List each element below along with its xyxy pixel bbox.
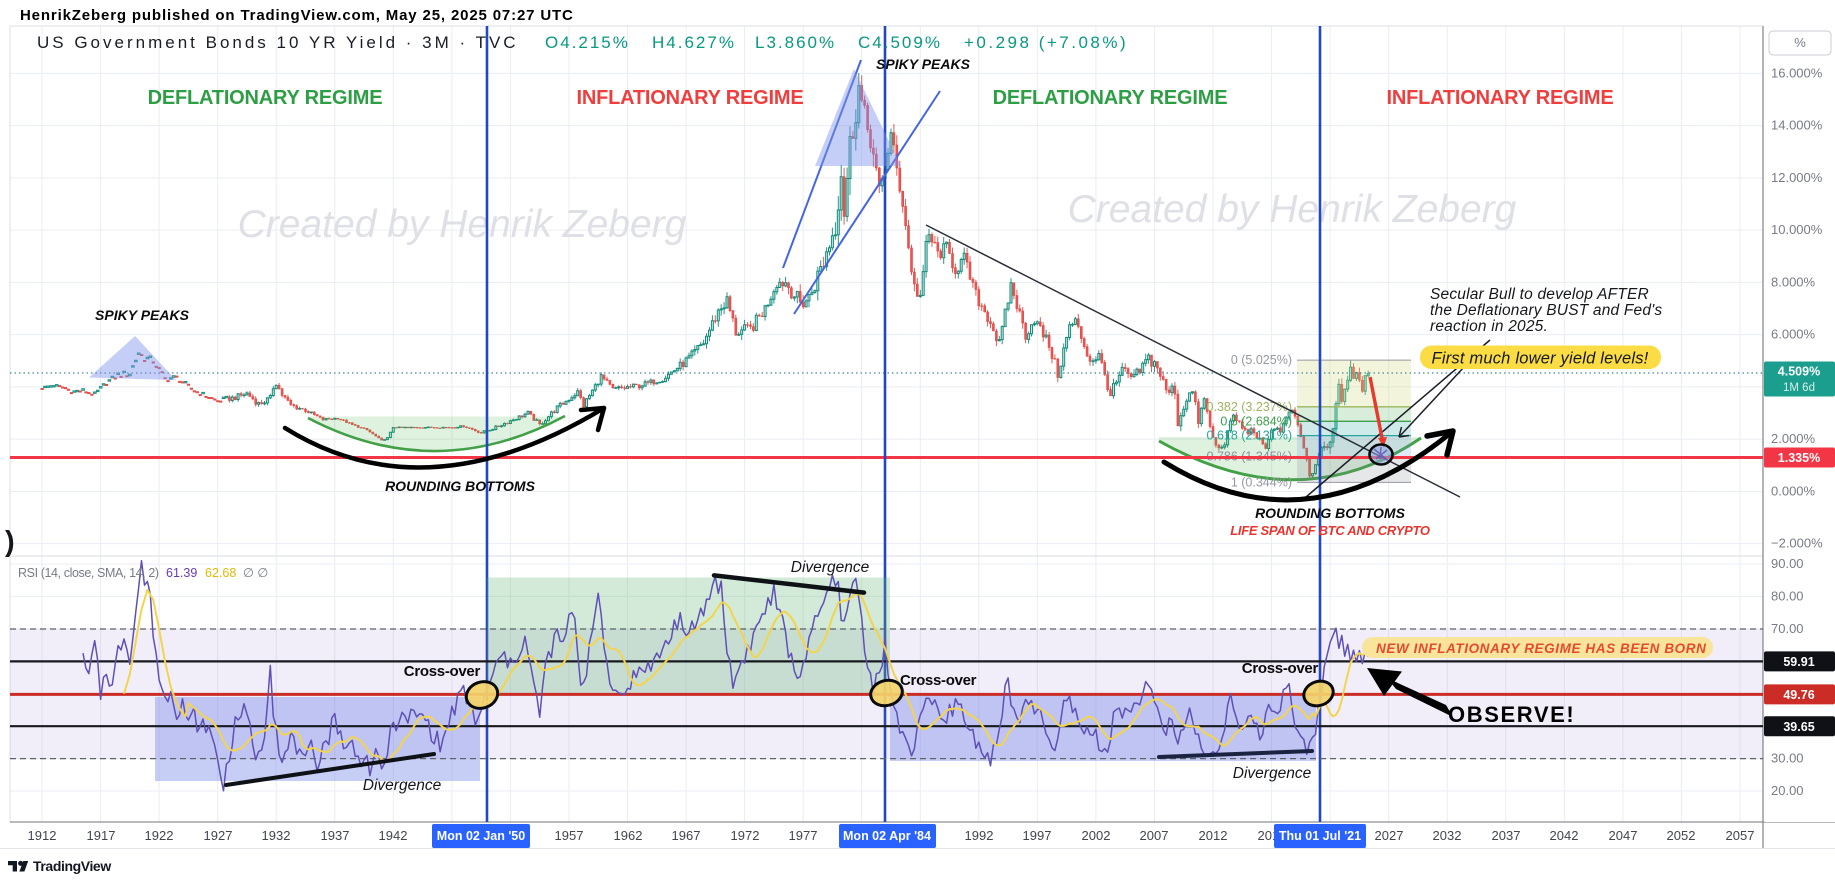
svg-text:C4.509%: C4.509% bbox=[858, 33, 942, 52]
svg-text:ROUNDING BOTTOMS: ROUNDING BOTTOMS bbox=[1255, 505, 1406, 521]
svg-text:2012: 2012 bbox=[1199, 828, 1228, 843]
svg-text:1932: 1932 bbox=[262, 828, 291, 843]
svg-text:61.39: 61.39 bbox=[166, 566, 197, 580]
svg-text:2057: 2057 bbox=[1726, 828, 1755, 843]
svg-text:1967: 1967 bbox=[672, 828, 701, 843]
svg-text:NEW INFLATIONARY REGIME HAS BE: NEW INFLATIONARY REGIME HAS BEEN BORN bbox=[1376, 641, 1706, 656]
svg-text:Created by Henrik Zeberg: Created by Henrik Zeberg bbox=[1068, 188, 1517, 231]
svg-text:30.00: 30.00 bbox=[1771, 751, 1804, 766]
svg-text:DEFLATIONARY REGIME: DEFLATIONARY REGIME bbox=[148, 87, 383, 109]
svg-text:Divergence: Divergence bbox=[1233, 765, 1312, 782]
svg-text:49.76: 49.76 bbox=[1783, 688, 1814, 702]
svg-text:DEFLATIONARY REGIME: DEFLATIONARY REGIME bbox=[993, 87, 1228, 109]
svg-text:90.00: 90.00 bbox=[1771, 556, 1804, 571]
svg-text:1992: 1992 bbox=[965, 828, 994, 843]
svg-text:2037: 2037 bbox=[1492, 828, 1521, 843]
svg-text:+0.298 (+7.08%): +0.298 (+7.08%) bbox=[964, 33, 1128, 52]
svg-text:1937: 1937 bbox=[321, 828, 350, 843]
svg-text:1942: 1942 bbox=[379, 828, 408, 843]
svg-text:0 (5.025%): 0 (5.025%) bbox=[1231, 353, 1292, 367]
svg-text:US Government Bonds 10 YR Yiel: US Government Bonds 10 YR Yield · 3M · T… bbox=[37, 33, 519, 52]
svg-text:Secular Bull to develop AFTER: Secular Bull to develop AFTER bbox=[1430, 286, 1649, 303]
svg-text:20.00: 20.00 bbox=[1771, 783, 1804, 798]
svg-text:Divergence: Divergence bbox=[363, 777, 442, 794]
svg-text:1957: 1957 bbox=[555, 828, 584, 843]
svg-text:2007: 2007 bbox=[1140, 828, 1169, 843]
svg-text:LIFE SPAN OF BTC AND CRYPTO: LIFE SPAN OF BTC AND CRYPTO bbox=[1230, 523, 1430, 538]
svg-text:0.000%: 0.000% bbox=[1771, 483, 1816, 498]
svg-text:70.00: 70.00 bbox=[1771, 621, 1804, 636]
svg-text:1M 6d: 1M 6d bbox=[1783, 382, 1815, 394]
svg-text:0.5 (2.684%): 0.5 (2.684%) bbox=[1220, 414, 1292, 428]
svg-text:10.000%: 10.000% bbox=[1771, 222, 1823, 237]
svg-text:−2.000%: −2.000% bbox=[1771, 536, 1823, 551]
svg-text:4.509%: 4.509% bbox=[1778, 365, 1820, 379]
svg-text:OBSERVE!: OBSERVE! bbox=[1448, 702, 1575, 727]
svg-text:%: % bbox=[1794, 35, 1806, 50]
svg-text:SPIKY PEAKS: SPIKY PEAKS bbox=[95, 307, 190, 323]
svg-text:0.382 (3.237%): 0.382 (3.237%) bbox=[1207, 400, 1292, 414]
svg-text:2032: 2032 bbox=[1433, 828, 1462, 843]
svg-text:1962: 1962 bbox=[614, 828, 643, 843]
svg-text:1922: 1922 bbox=[145, 828, 174, 843]
svg-text:1927: 1927 bbox=[204, 828, 233, 843]
svg-text:2.000%: 2.000% bbox=[1771, 431, 1816, 446]
svg-text:reaction in 2025.: reaction in 2025. bbox=[1430, 318, 1548, 335]
svg-text:1912: 1912 bbox=[28, 828, 57, 843]
svg-text:HenrikZeberg published on Trad: HenrikZeberg published on TradingView.co… bbox=[20, 7, 574, 24]
svg-text:1 (0.344%): 1 (0.344%) bbox=[1231, 475, 1292, 489]
svg-text:80.00: 80.00 bbox=[1771, 588, 1804, 603]
svg-text:Created by Henrik Zeberg: Created by Henrik Zeberg bbox=[238, 203, 687, 246]
svg-text:2047: 2047 bbox=[1609, 828, 1638, 843]
svg-text:0.618 (2.131%): 0.618 (2.131%) bbox=[1207, 429, 1292, 443]
svg-text:RSI (14, close, SMA, 14, 2): RSI (14, close, SMA, 14, 2) bbox=[18, 566, 159, 580]
svg-text:Mon 02 Apr '84: Mon 02 Apr '84 bbox=[843, 829, 931, 843]
svg-text:8.000%: 8.000% bbox=[1771, 274, 1816, 289]
svg-text:INFLATIONARY REGIME: INFLATIONARY REGIME bbox=[1387, 87, 1614, 109]
svg-text:Cross-over: Cross-over bbox=[1242, 660, 1319, 677]
svg-text:Mon 02 Jan '50: Mon 02 Jan '50 bbox=[437, 829, 525, 843]
svg-text:1972: 1972 bbox=[731, 828, 760, 843]
svg-text:1977: 1977 bbox=[789, 828, 818, 843]
svg-text:Cross-over: Cross-over bbox=[900, 672, 977, 689]
svg-text:2027: 2027 bbox=[1375, 828, 1404, 843]
svg-text:O4.215%: O4.215% bbox=[545, 33, 630, 52]
svg-text:59.91: 59.91 bbox=[1783, 655, 1814, 669]
svg-text:Cross-over: Cross-over bbox=[404, 663, 481, 680]
svg-text:ROUNDING BOTTOMS: ROUNDING BOTTOMS bbox=[385, 478, 536, 494]
svg-text:∅ ∅: ∅ ∅ bbox=[243, 566, 268, 580]
svg-text:16.000%: 16.000% bbox=[1771, 65, 1823, 80]
svg-text:62.68: 62.68 bbox=[205, 566, 236, 580]
svg-text:Divergence: Divergence bbox=[791, 559, 870, 576]
svg-text:12.000%: 12.000% bbox=[1771, 170, 1823, 185]
svg-text:INFLATIONARY REGIME: INFLATIONARY REGIME bbox=[577, 87, 804, 109]
svg-text:2042: 2042 bbox=[1550, 828, 1579, 843]
svg-text:6.000%: 6.000% bbox=[1771, 327, 1816, 342]
svg-text:1997: 1997 bbox=[1023, 828, 1052, 843]
svg-text:SPIKY PEAKS: SPIKY PEAKS bbox=[876, 56, 971, 72]
svg-text:): ) bbox=[5, 526, 15, 558]
svg-text:2052: 2052 bbox=[1667, 828, 1696, 843]
svg-text:1.335%: 1.335% bbox=[1778, 451, 1820, 465]
svg-text:1917: 1917 bbox=[87, 828, 116, 843]
svg-text:H4.627%: H4.627% bbox=[652, 33, 736, 52]
svg-text:14.000%: 14.000% bbox=[1771, 118, 1823, 133]
svg-text:L3.860%: L3.860% bbox=[755, 33, 836, 52]
svg-text:2002: 2002 bbox=[1082, 828, 1111, 843]
svg-text:First much lower yield levels!: First much lower yield levels! bbox=[1432, 350, 1649, 368]
svg-text:Thu 01 Jul '21: Thu 01 Jul '21 bbox=[1279, 829, 1361, 843]
svg-text:TradingView: TradingView bbox=[33, 858, 111, 874]
svg-text:the Deflationary BUST and Fed': the Deflationary BUST and Fed's bbox=[1430, 302, 1662, 319]
svg-text:39.65: 39.65 bbox=[1783, 720, 1814, 734]
